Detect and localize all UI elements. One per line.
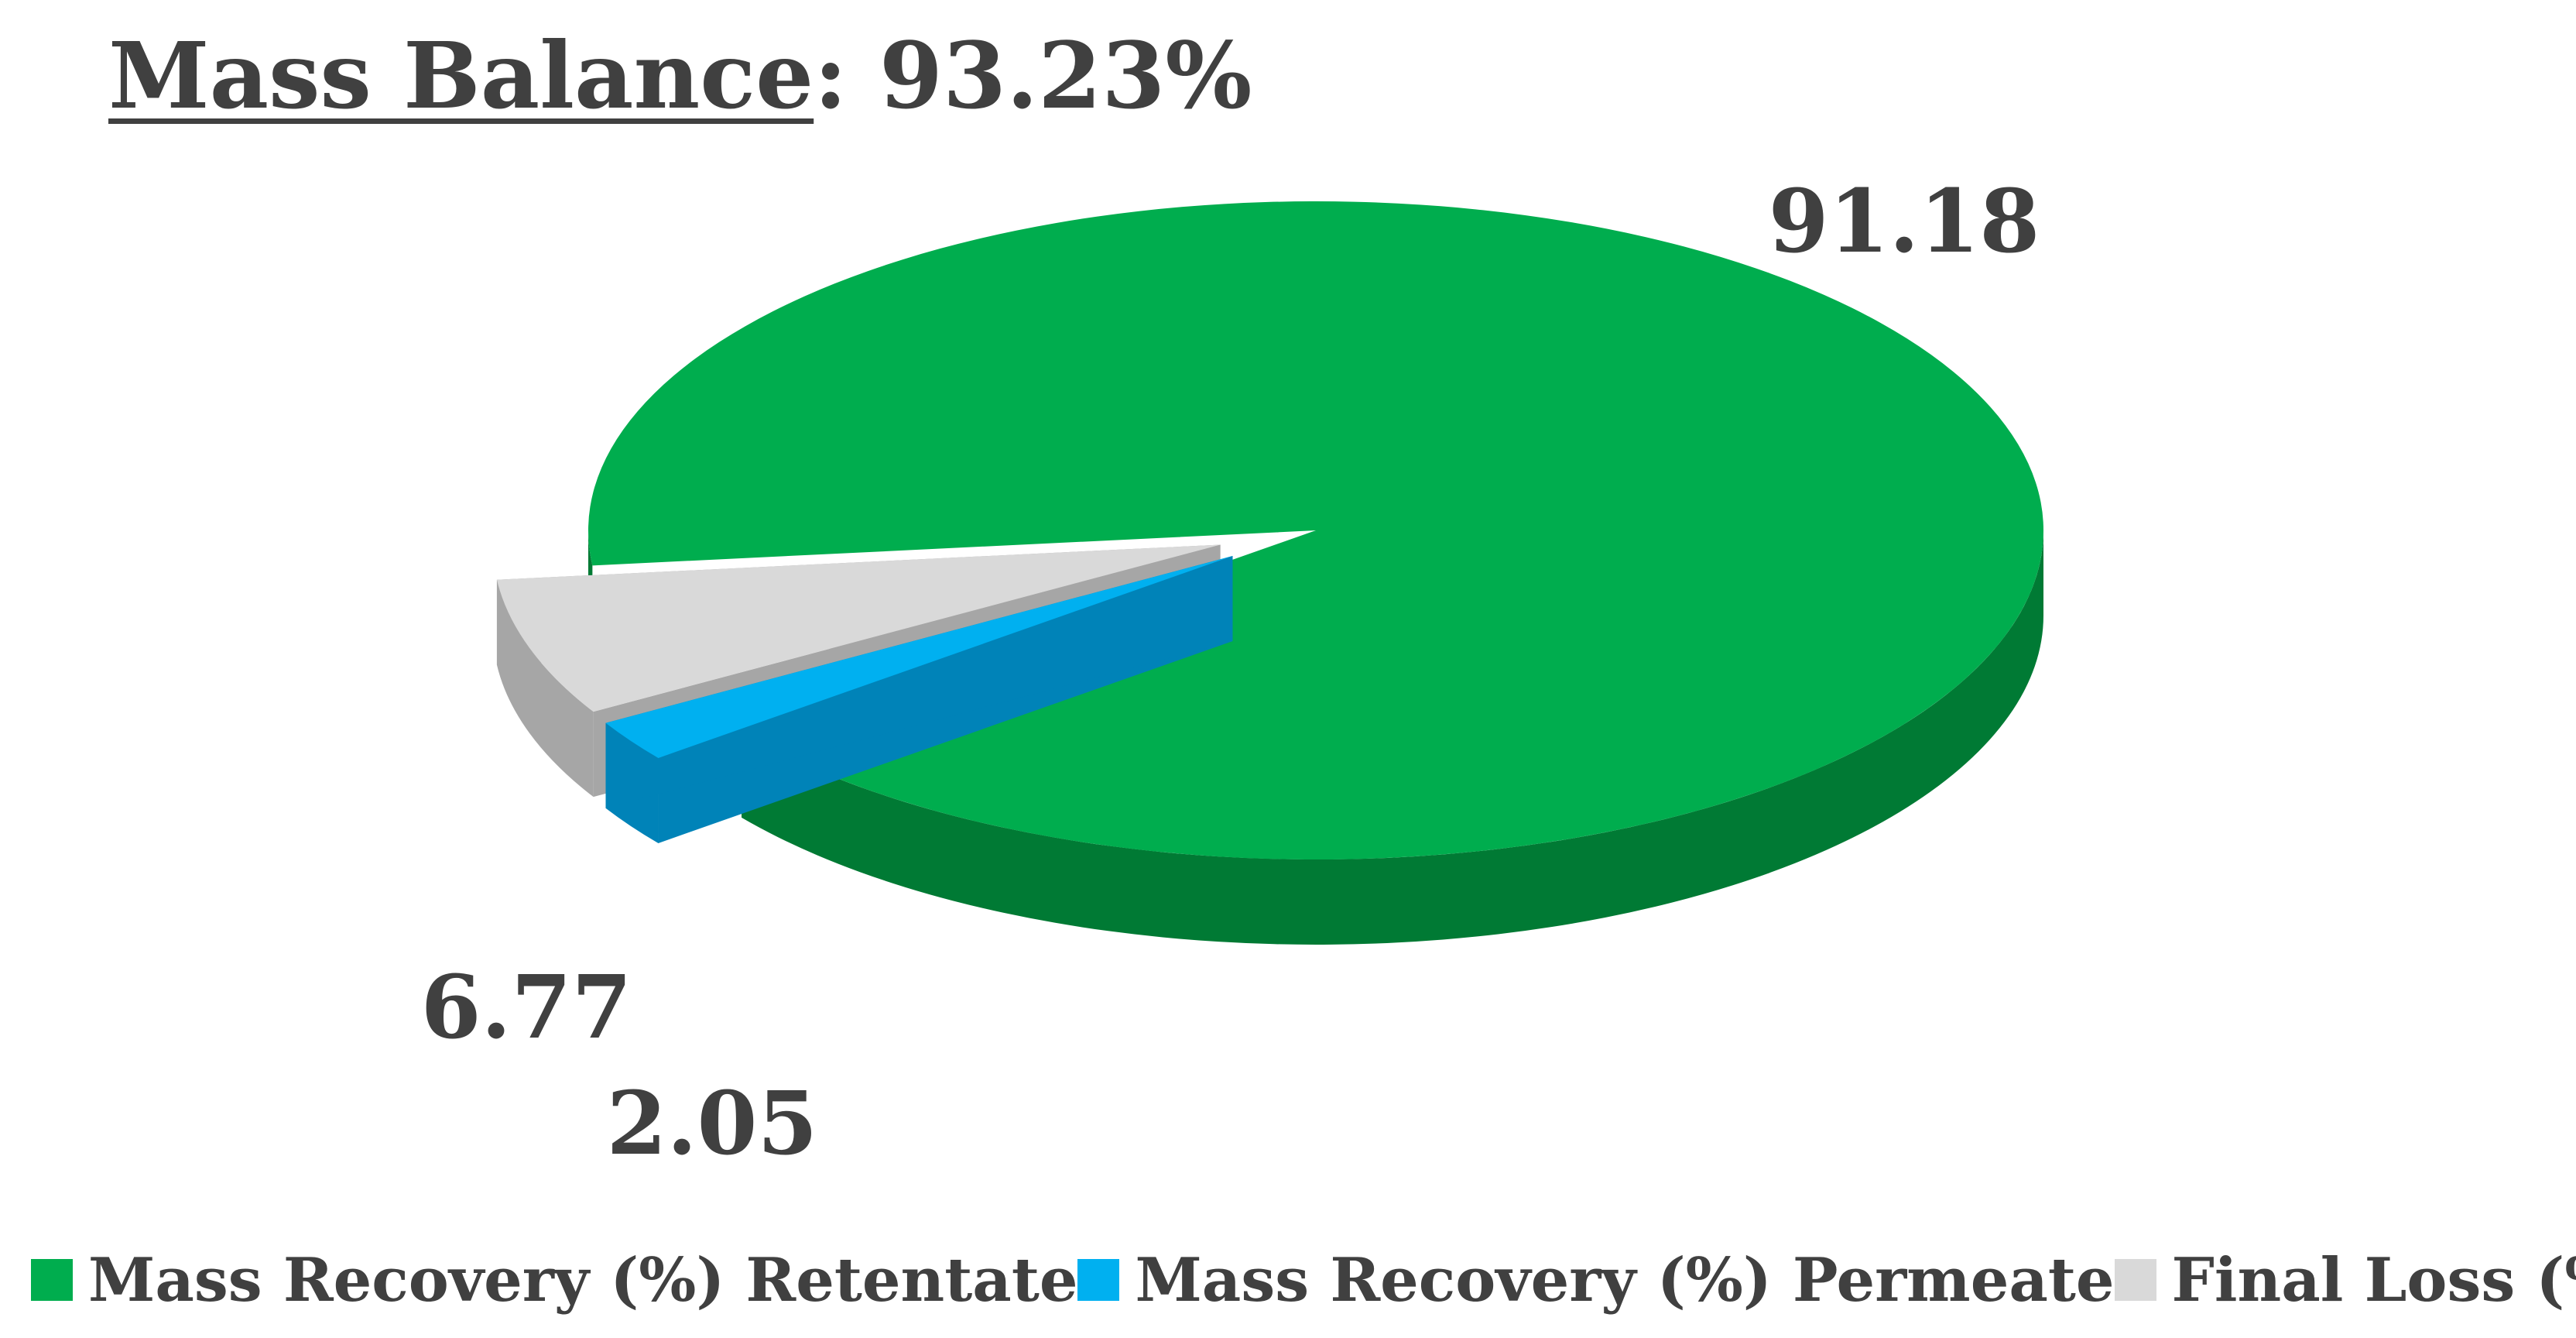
slice-permeate <box>605 556 1233 843</box>
data-label-permeate: 2.05 <box>607 1073 818 1175</box>
slice-edge-permeate-1 <box>605 556 1233 808</box>
legend-label-retentate: Mass Recovery (%) Retentate <box>88 1244 1078 1316</box>
legend-swatch-retentate <box>31 1259 73 1301</box>
slice-side-retentate <box>742 530 2043 945</box>
slice-top-permeate <box>605 556 1233 758</box>
slice-top-final-loss <box>496 544 1221 712</box>
chart-title-value: : 93.23% <box>814 22 1252 129</box>
chart-title-label: Mass Balance <box>108 22 814 129</box>
data-label-retentate: 91.18 <box>1769 171 2040 273</box>
slice-side-final-loss <box>496 579 594 798</box>
pie-slices <box>496 201 2044 945</box>
legend-swatch-final-loss <box>2114 1259 2156 1301</box>
data-labels: 91.18 2.05 6.77 <box>421 171 2040 1175</box>
chart-title: Mass Balance: 93.23% <box>108 22 1252 129</box>
legend-item-permeate: Mass Recovery (%) Permeate <box>1077 1244 2115 1316</box>
data-label-final-loss: 6.77 <box>421 957 632 1058</box>
legend-label-permeate: Mass Recovery (%) Permeate <box>1135 1244 2115 1316</box>
legend: Mass Recovery (%) Retentate Mass Recover… <box>31 1237 2576 1323</box>
legend-item-retentate: Mass Recovery (%) Retentate <box>31 1245 1077 1316</box>
legend-swatch-permeate <box>1077 1259 1120 1301</box>
legend-item-final-loss: Final Loss (%) <box>2114 1244 2576 1316</box>
legend-label-final-loss: Final Loss (%) <box>2171 1244 2576 1316</box>
